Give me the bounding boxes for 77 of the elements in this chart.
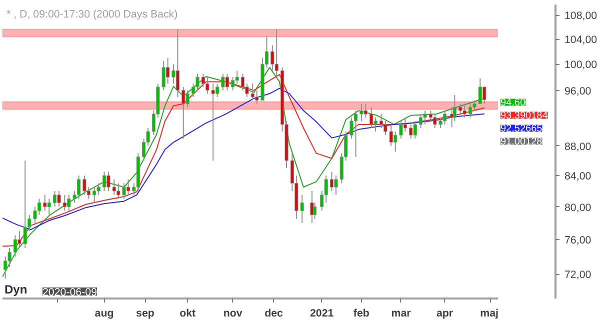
- y-tick-label: 84,00: [564, 170, 592, 183]
- text: 91,00128: [500, 136, 543, 148]
- candlestick: [47, 198, 51, 216]
- y-tick-label: 100,00: [564, 59, 598, 72]
- candlestick: [67, 194, 71, 212]
- candlestick: [43, 194, 47, 212]
- candlestick: [379, 114, 384, 128]
- candlestick: [225, 73, 229, 91]
- candlestick: [215, 83, 220, 98]
- candlestick: [13, 234, 18, 258]
- data-label: 92,52665: [500, 124, 543, 135]
- candlestick: [423, 110, 427, 125]
- x-tick-label: aug: [94, 308, 114, 320]
- x-tick-label: dec: [264, 308, 284, 320]
- candlestick: [334, 175, 338, 196]
- candlestick: [92, 186, 96, 204]
- candlestick: [399, 120, 403, 140]
- y-tick-label: 72,00: [564, 269, 592, 282]
- candlestick: [350, 116, 354, 140]
- chart-title: * , D, 09:00-17:30 (2000 Days Back): [6, 8, 178, 20]
- y-tick-label: 104,00: [564, 34, 598, 46]
- candlestick: [364, 103, 368, 118]
- line-series: [2, 66, 485, 278]
- candlestick: [310, 190, 314, 224]
- candlestick: [4, 256, 8, 280]
- candlestick: [274, 28, 278, 78]
- candlestick: [468, 103, 472, 118]
- annotation: Dyn: [4, 282, 28, 296]
- candlestick: [330, 171, 334, 192]
- candlestick: [478, 78, 482, 104]
- y-tick-label: 108,00: [564, 10, 598, 22]
- candlestick: [176, 28, 180, 98]
- candlestick: [186, 90, 190, 108]
- candlestick: [389, 124, 393, 146]
- candlestick: [403, 116, 408, 132]
- candlestick: [413, 120, 417, 140]
- line-series: [2, 88, 485, 230]
- candlestick: [37, 198, 42, 216]
- y-tick-label: 88,00: [564, 140, 592, 153]
- candlestick: [360, 103, 364, 122]
- candlestick: [418, 114, 423, 128]
- text: 94,60: [500, 98, 526, 109]
- candlestick: [102, 171, 106, 192]
- candlestick: [250, 83, 254, 101]
- x-tick-label: nov: [223, 308, 242, 320]
- candlestick: [52, 190, 57, 208]
- candlestick: [126, 178, 130, 196]
- x-tick-label: okt: [180, 308, 196, 320]
- candlestick: [106, 171, 110, 192]
- x-tick-label: sep: [136, 308, 155, 320]
- candlestick: [82, 175, 86, 196]
- candlestick: [240, 73, 245, 91]
- x-tick-label: 2021: [310, 308, 334, 320]
- candlestick: [370, 106, 374, 128]
- y-tick-label: 80,00: [564, 202, 592, 214]
- candlestick: [312, 202, 317, 220]
- x-tick-label: mar: [391, 308, 411, 320]
- candlestick: [409, 124, 413, 140]
- candlestick: [384, 120, 388, 136]
- y-tick-label: 76,00: [564, 234, 592, 247]
- candlestick: [374, 116, 378, 132]
- candlestick: [221, 73, 225, 91]
- candlestick: [57, 190, 61, 208]
- candlestick: [354, 110, 358, 158]
- candlestick: [182, 86, 186, 140]
- x-tick-label: feb: [353, 308, 370, 320]
- y-tick-label: 96,00: [564, 85, 592, 98]
- candlestick: [458, 103, 462, 115]
- candlestick: [462, 103, 466, 118]
- x-tick-label: apr: [436, 308, 454, 320]
- candlestick: [482, 86, 486, 104]
- annotation: 2020-06-09: [42, 286, 98, 298]
- candlestick: [472, 100, 476, 112]
- data-label: 93,390184: [500, 110, 548, 122]
- x-tick-label: maj: [480, 308, 499, 320]
- candlestick: [162, 60, 166, 91]
- candlestick: [231, 76, 235, 91]
